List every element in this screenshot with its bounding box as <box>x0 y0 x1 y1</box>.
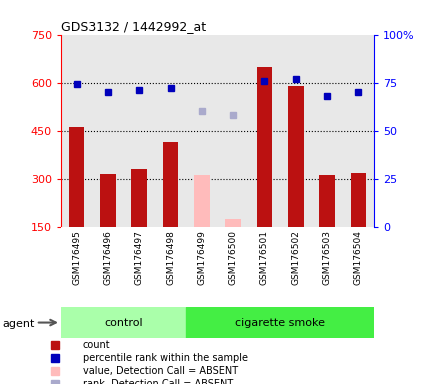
Bar <box>69 127 84 227</box>
Bar <box>256 66 272 227</box>
Text: GSM176501: GSM176501 <box>260 230 268 285</box>
Bar <box>162 142 178 227</box>
Text: agent: agent <box>2 319 34 329</box>
Text: GSM176504: GSM176504 <box>353 230 362 285</box>
Bar <box>100 174 115 227</box>
Bar <box>131 169 147 227</box>
Text: GSM176500: GSM176500 <box>228 230 237 285</box>
Bar <box>186 307 373 338</box>
Text: GDS3132 / 1442992_at: GDS3132 / 1442992_at <box>61 20 206 33</box>
Text: GSM176495: GSM176495 <box>72 230 81 285</box>
Text: control: control <box>104 318 142 328</box>
Text: GSM176498: GSM176498 <box>166 230 174 285</box>
Text: percentile rank within the sample: percentile rank within the sample <box>82 353 247 363</box>
Text: rank, Detection Call = ABSENT: rank, Detection Call = ABSENT <box>82 379 233 384</box>
Text: GSM176497: GSM176497 <box>135 230 143 285</box>
Text: GSM176499: GSM176499 <box>197 230 206 285</box>
Bar <box>61 307 186 338</box>
Bar <box>287 86 303 227</box>
Text: GSM176503: GSM176503 <box>322 230 331 285</box>
Text: GSM176502: GSM176502 <box>291 230 299 285</box>
Bar <box>319 175 334 227</box>
Bar <box>194 175 209 227</box>
Bar <box>225 218 240 227</box>
Text: cigarette smoke: cigarette smoke <box>235 318 324 328</box>
Text: value, Detection Call = ABSENT: value, Detection Call = ABSENT <box>82 366 237 376</box>
Text: count: count <box>82 340 110 350</box>
Text: GSM176496: GSM176496 <box>103 230 112 285</box>
Bar <box>350 173 365 227</box>
